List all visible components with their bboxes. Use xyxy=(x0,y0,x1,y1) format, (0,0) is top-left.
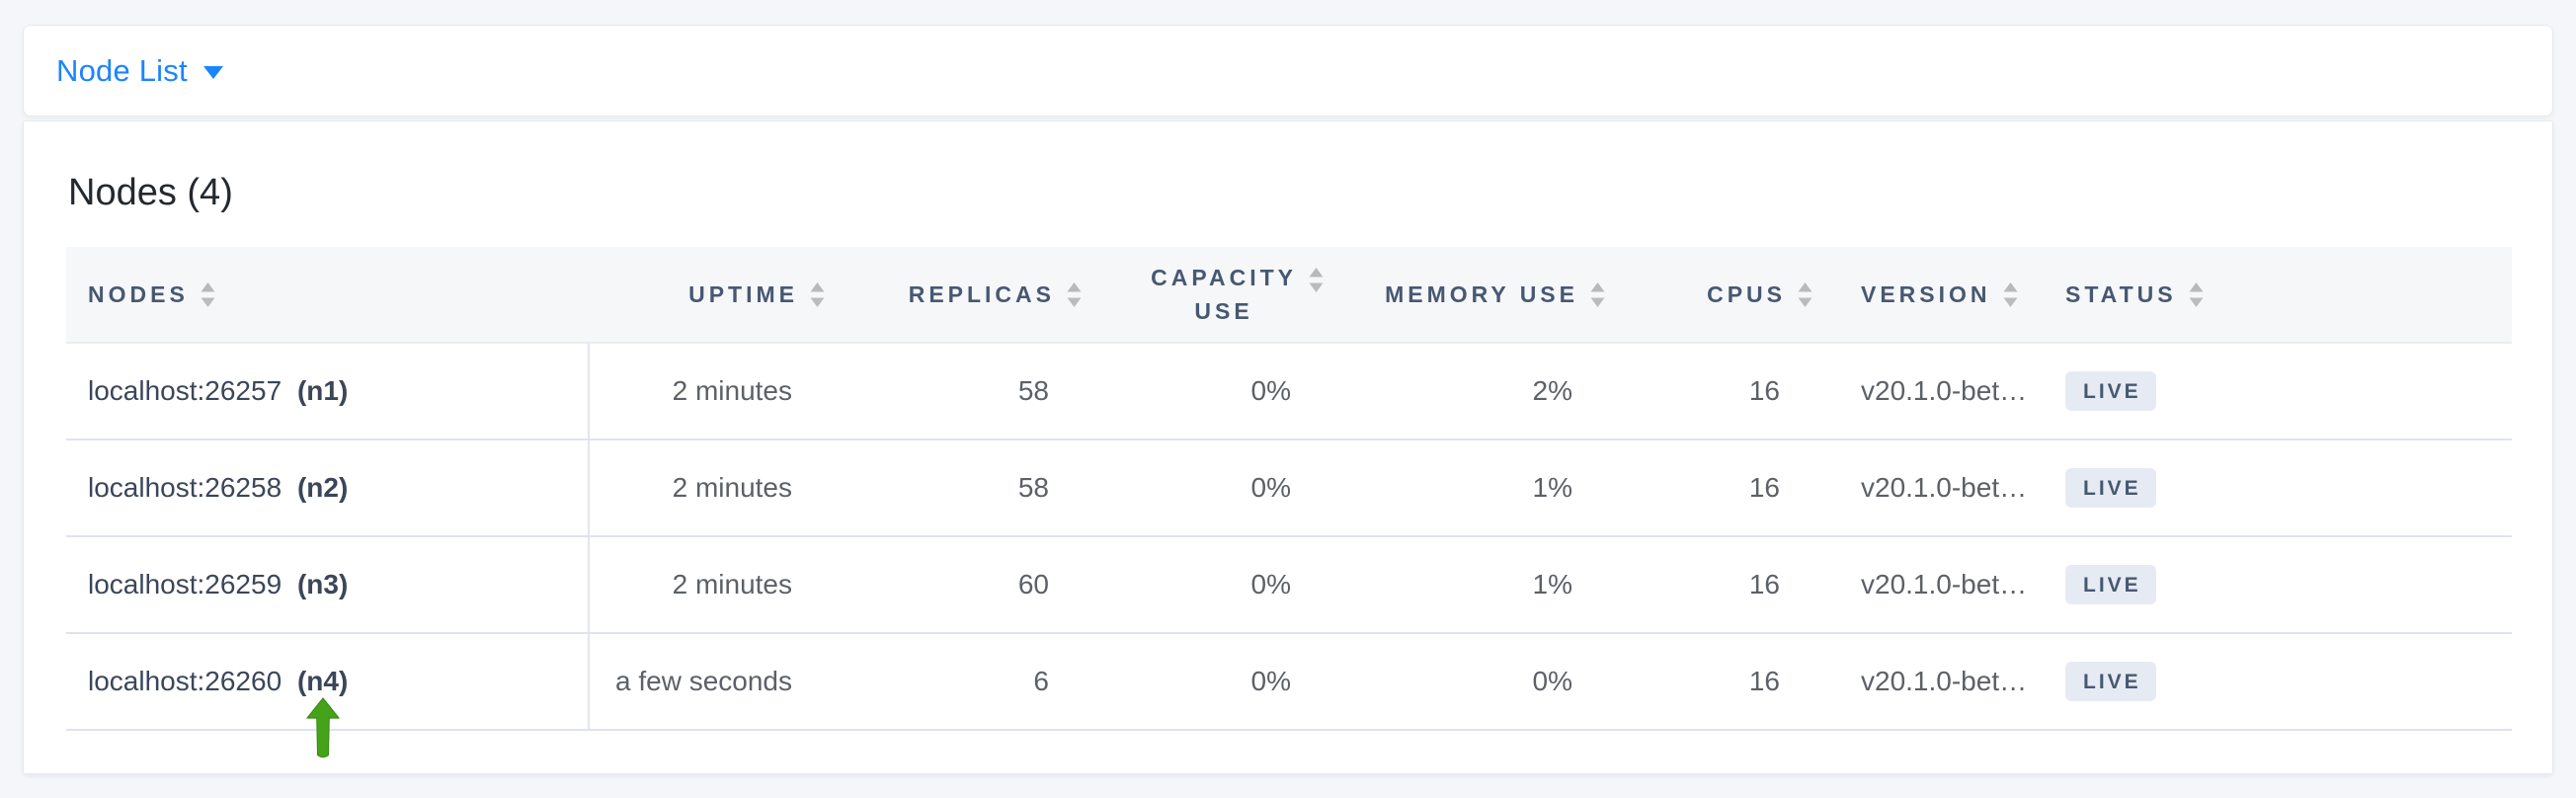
sort-icon[interactable] xyxy=(1308,267,1325,293)
node-id: (n3) xyxy=(296,569,349,599)
version-cell: v20.1.0-bet… xyxy=(1813,343,2036,440)
memory-use-cell: 0% xyxy=(1325,633,1606,731)
sort-icon[interactable] xyxy=(2188,281,2205,308)
nodes-table-body: localhost:26257 (n1) 2 minutes 58 0% 2% … xyxy=(66,343,2512,731)
capacity-use-cell: 0% xyxy=(1083,536,1325,634)
node-name-cell: localhost:26258 (n2) xyxy=(66,439,590,537)
node-list-page: Node List Nodes (4) NODES xyxy=(23,25,2553,774)
column-label: MEMORY USE xyxy=(1385,280,1578,307)
version-cell: v20.1.0-bet… xyxy=(1813,633,2036,731)
replicas-cell: 58 xyxy=(826,439,1083,537)
column-header-version[interactable]: VERSION xyxy=(1813,247,2036,344)
capacity-use-cell: 0% xyxy=(1083,633,1325,731)
node-name-cell: localhost:26257 (n1) xyxy=(66,343,590,440)
view-selector-bar: Node List xyxy=(23,25,2553,117)
status-cell: LIVE xyxy=(2036,633,2512,731)
nodes-table: NODES UPTIME xyxy=(66,247,2512,731)
sort-icon[interactable] xyxy=(1797,281,1813,308)
replicas-cell: 6 xyxy=(826,633,1083,731)
cpus-cell: 16 xyxy=(1606,633,1813,731)
sort-icon[interactable] xyxy=(809,281,826,308)
column-label: REPLICAS xyxy=(908,280,1055,307)
node-id: (n2) xyxy=(296,472,349,503)
caret-down-icon xyxy=(202,66,223,79)
column-header-nodes[interactable]: NODES xyxy=(66,247,589,344)
node-address-link[interactable]: localhost:26259 xyxy=(88,569,282,599)
node-list-dropdown[interactable]: Node List xyxy=(56,53,223,89)
uptime-cell: 2 minutes xyxy=(589,536,826,634)
status-cell: LIVE xyxy=(2036,343,2512,440)
version-cell: v20.1.0-bet… xyxy=(1813,536,2036,634)
column-label: STATUS xyxy=(2065,280,2177,307)
table-row[interactable]: localhost:26259 (n3) 2 minutes 60 0% 1% … xyxy=(66,536,2512,634)
column-header-uptime[interactable]: UPTIME xyxy=(589,247,826,344)
node-name-cell: localhost:26259 (n3) xyxy=(66,536,590,634)
cpus-cell: 16 xyxy=(1606,536,1813,634)
column-header-capacity-use[interactable]: CAPACITY USE xyxy=(1083,247,1325,344)
version-cell: v20.1.0-bet… xyxy=(1813,439,2036,537)
table-row[interactable]: localhost:26258 (n2) 2 minutes 58 0% 1% … xyxy=(66,439,2512,537)
memory-use-cell: 1% xyxy=(1325,439,1606,537)
uptime-cell: a few seconds xyxy=(589,633,826,731)
column-header-replicas[interactable]: REPLICAS xyxy=(826,247,1083,344)
column-header-memory-use[interactable]: MEMORY USE xyxy=(1325,247,1606,344)
column-label: UPTIME xyxy=(688,280,798,307)
status-badge: LIVE xyxy=(2065,371,2156,411)
cpus-cell: 16 xyxy=(1606,343,1813,440)
node-list-dropdown-label: Node List xyxy=(56,52,188,88)
node-address-link[interactable]: localhost:26260 xyxy=(88,666,282,696)
column-header-status[interactable]: STATUS xyxy=(2036,247,2512,344)
node-id: (n1) xyxy=(296,375,349,406)
capacity-use-cell: 0% xyxy=(1083,343,1325,440)
column-label: CPUS xyxy=(1707,280,1786,307)
status-badge: LIVE xyxy=(2065,468,2156,508)
sort-icon[interactable] xyxy=(1589,281,1606,308)
table-header-row: NODES UPTIME xyxy=(66,247,2512,344)
uptime-cell: 2 minutes xyxy=(589,439,826,537)
page-title: Nodes (4) xyxy=(68,172,233,213)
sort-icon[interactable] xyxy=(1066,281,1083,308)
table-row[interactable]: localhost:26257 (n1) 2 minutes 58 0% 2% … xyxy=(66,343,2512,440)
status-cell: LIVE xyxy=(2036,536,2512,634)
status-cell: LIVE xyxy=(2036,439,2512,537)
column-label: VERSION xyxy=(1861,280,1991,307)
node-id: (n4) xyxy=(296,666,349,696)
column-header-cpus[interactable]: CPUS xyxy=(1606,247,1813,344)
node-address-link[interactable]: localhost:26257 xyxy=(88,375,282,406)
status-badge: LIVE xyxy=(2065,565,2156,604)
node-name-cell: localhost:26260 (n4) xyxy=(66,633,590,731)
nodes-card: Nodes (4) NODES xyxy=(23,120,2553,774)
memory-use-cell: 1% xyxy=(1325,536,1606,634)
status-badge: LIVE xyxy=(2065,662,2156,701)
column-label: NODES xyxy=(88,280,189,307)
sort-icon[interactable] xyxy=(2002,281,2019,308)
memory-use-cell: 2% xyxy=(1325,343,1606,440)
replicas-cell: 60 xyxy=(826,536,1083,634)
column-label: CAPACITY USE xyxy=(1151,264,1297,325)
sort-icon[interactable] xyxy=(200,281,216,308)
table-row[interactable]: localhost:26260 (n4) a few seconds 6 0% … xyxy=(66,633,2512,731)
capacity-use-cell: 0% xyxy=(1083,439,1325,537)
uptime-cell: 2 minutes xyxy=(589,343,826,440)
node-address-link[interactable]: localhost:26258 xyxy=(88,472,282,503)
replicas-cell: 58 xyxy=(826,343,1083,440)
cpus-cell: 16 xyxy=(1606,439,1813,537)
